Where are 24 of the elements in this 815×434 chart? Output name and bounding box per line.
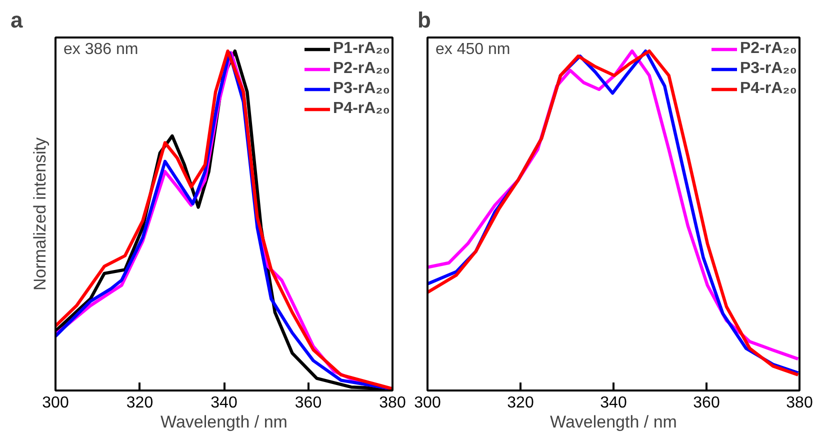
y-axis-title: Normalized intensity [30, 136, 50, 291]
x-tick-label: 380 [786, 394, 813, 412]
legend-label: P4-rA₂₀ [333, 100, 390, 118]
x-axis-title: Wavelength / nm [550, 412, 677, 432]
legend-label: P4-rA₂₀ [740, 80, 797, 98]
legend-label: P3-rA₂₀ [333, 80, 390, 98]
x-tick-label: 320 [126, 394, 154, 412]
x-tick-label: 360 [294, 394, 322, 412]
legend-label: P2-rA₂₀ [740, 40, 797, 58]
chart-title: a [10, 8, 24, 32]
annotation: ex 386 nm [64, 40, 138, 58]
x-tick-label: 340 [600, 394, 627, 412]
x-tick-label: 380 [379, 394, 406, 412]
x-tick-label: 340 [210, 394, 238, 412]
legend-label: P2-rA₂₀ [333, 60, 390, 78]
x-axis-title: Wavelength / nm [160, 412, 288, 432]
legend-label: P1-rA₂₀ [333, 40, 390, 58]
legend-label: P3-rA₂₀ [740, 60, 797, 78]
x-tick-label: 320 [507, 394, 534, 412]
x-tick-label: 360 [693, 394, 720, 412]
x-tick-label: 300 [414, 394, 441, 412]
chart-title: b [418, 8, 431, 32]
annotation: ex 450 nm [436, 40, 510, 58]
x-tick-label: 300 [42, 394, 69, 412]
